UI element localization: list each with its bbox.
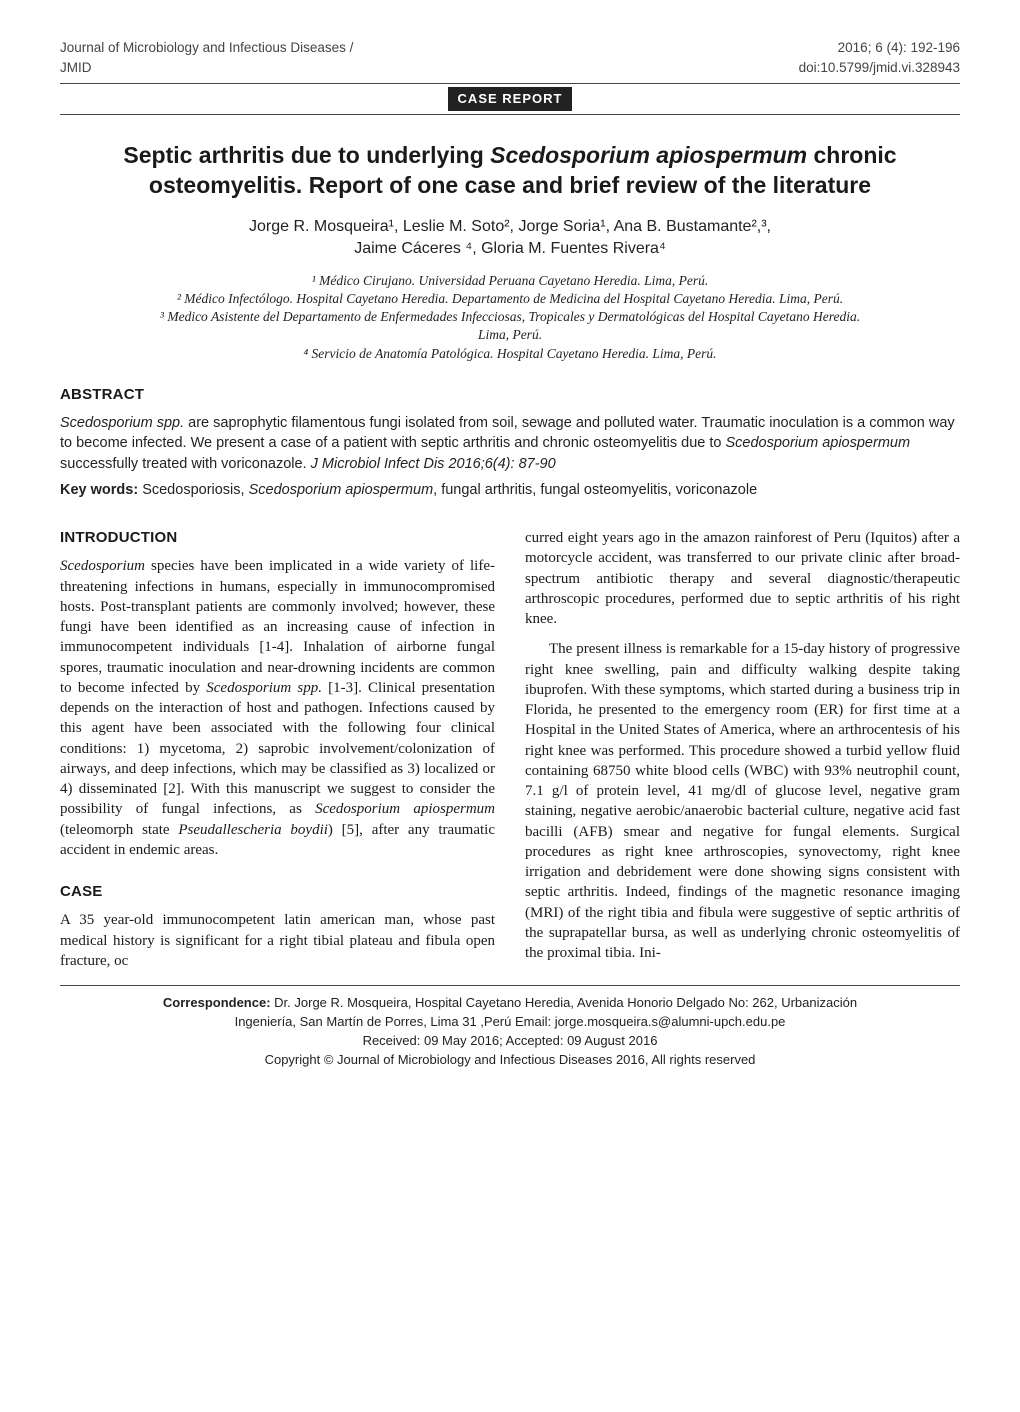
running-header: Journal of Microbiology and Infectious D… xyxy=(60,38,960,77)
keywords-post: , fungal arthritis, fungal osteomyelitis… xyxy=(433,482,757,498)
correspondence-text-1: Dr. Jorge R. Mosqueira, Hospital Cayetan… xyxy=(271,995,858,1010)
affiliation-4: ⁴ Servicio de Anatomía Patológica. Hospi… xyxy=(60,345,960,363)
issue-block: 2016; 6 (4): 192-196 doi:10.5799/jmid.vi… xyxy=(799,38,960,77)
title-line1-italic: Scedosporium apiospermum xyxy=(490,142,807,168)
intro-ital-lead: Scedosporium xyxy=(60,558,145,574)
journal-name-line2: JMID xyxy=(60,58,353,78)
journal-name: Journal of Microbiology and Infectious D… xyxy=(60,38,353,77)
body-columns: INTRODUCTION Scedosporium species have b… xyxy=(60,506,960,971)
intro-ital-2: Scedosporium spp. xyxy=(206,680,322,696)
title-line2: osteomyelitis. Report of one case and br… xyxy=(149,172,871,198)
case-paragraph-2: The present illness is remarkable for a … xyxy=(525,639,960,963)
intro-text-3: (teleomorph state xyxy=(60,822,178,838)
abstract-paragraph: Scedosporium spp. are saprophytic filame… xyxy=(60,413,960,474)
affiliations: ¹ Médico Cirujano. Universidad Peruana C… xyxy=(60,272,960,363)
author-list: Jorge R. Mosqueira¹, Leslie M. Soto², Jo… xyxy=(60,216,960,259)
case-heading: CASE xyxy=(60,882,495,902)
introduction-paragraph: Scedosporium species have been implicate… xyxy=(60,556,495,860)
affiliation-3a: ³ Medico Asistente del Departamento de E… xyxy=(60,308,960,326)
abstract-ital-2: Scedosporium apiospermum xyxy=(725,435,910,451)
intro-ital-3: Scedosporium apiospermum xyxy=(315,801,495,817)
doi-label: doi:10.5799/jmid.vi.328943 xyxy=(799,58,960,78)
title-line1-post: chronic xyxy=(807,142,896,168)
copyright-line: Copyright © Journal of Microbiology and … xyxy=(60,1051,960,1070)
footer-block: Correspondence: Dr. Jorge R. Mosqueira, … xyxy=(60,994,960,1069)
case-paragraph-1-right: curred eight years ago in the amazon rai… xyxy=(525,528,960,629)
intro-text-1: species have been implicated in a wide v… xyxy=(60,558,495,696)
affiliation-3b: Lima, Perú. xyxy=(60,326,960,344)
journal-name-line1: Journal of Microbiology and Infectious D… xyxy=(60,38,353,58)
introduction-heading: INTRODUCTION xyxy=(60,528,495,548)
issue-label: 2016; 6 (4): 192-196 xyxy=(799,38,960,58)
abstract-citation: J Microbiol Infect Dis 2016;6(4): 87-90 xyxy=(311,456,556,472)
keywords-ital: Scedosporium apiospermum xyxy=(249,482,434,498)
authors-line1: Jorge R. Mosqueira¹, Leslie M. Soto², Jo… xyxy=(249,218,771,235)
correspondence-line-1: Correspondence: Dr. Jorge R. Mosqueira, … xyxy=(60,994,960,1013)
article-title: Septic arthritis due to underlying Scedo… xyxy=(78,141,942,201)
correspondence-label: Correspondence: xyxy=(163,995,271,1010)
title-line1-pre: Septic arthritis due to underlying xyxy=(123,142,490,168)
abstract-heading: ABSTRACT xyxy=(60,385,960,405)
affiliation-1: ¹ Médico Cirujano. Universidad Peruana C… xyxy=(60,272,960,290)
case-report-rule: CASE REPORT xyxy=(60,83,960,115)
authors-line2: Jaime Cáceres ⁴, Gloria M. Fuentes River… xyxy=(354,240,666,257)
abstract-text-2: successfully treated with voriconazole. xyxy=(60,456,311,472)
column-right: curred eight years ago in the amazon rai… xyxy=(525,506,960,971)
column-left: INTRODUCTION Scedosporium species have b… xyxy=(60,506,495,971)
keywords-pre: Scedosporiosis, xyxy=(138,482,248,498)
case-paragraph-1-left: A 35 year-old immunocompetent latin amer… xyxy=(60,910,495,971)
footer-rule xyxy=(60,985,960,986)
dates-line: Received: 09 May 2016; Accepted: 09 Augu… xyxy=(60,1032,960,1051)
abstract-block: Scedosporium spp. are saprophytic filame… xyxy=(60,413,960,500)
intro-text-2: [1-3]. Clinical presentation depends on … xyxy=(60,680,495,818)
abstract-ital-1: Scedosporium spp. xyxy=(60,415,184,431)
correspondence-line-2: Ingeniería, San Martín de Porres, Lima 3… xyxy=(60,1013,960,1032)
intro-ital-4: Pseudallescheria boydii xyxy=(178,822,328,838)
case-report-badge: CASE REPORT xyxy=(448,87,573,111)
keywords-line: Key words: Scedosporiosis, Scedosporium … xyxy=(60,480,960,500)
affiliation-2: ² Médico Infectólogo. Hospital Cayetano … xyxy=(60,290,960,308)
keywords-label: Key words: xyxy=(60,482,138,498)
